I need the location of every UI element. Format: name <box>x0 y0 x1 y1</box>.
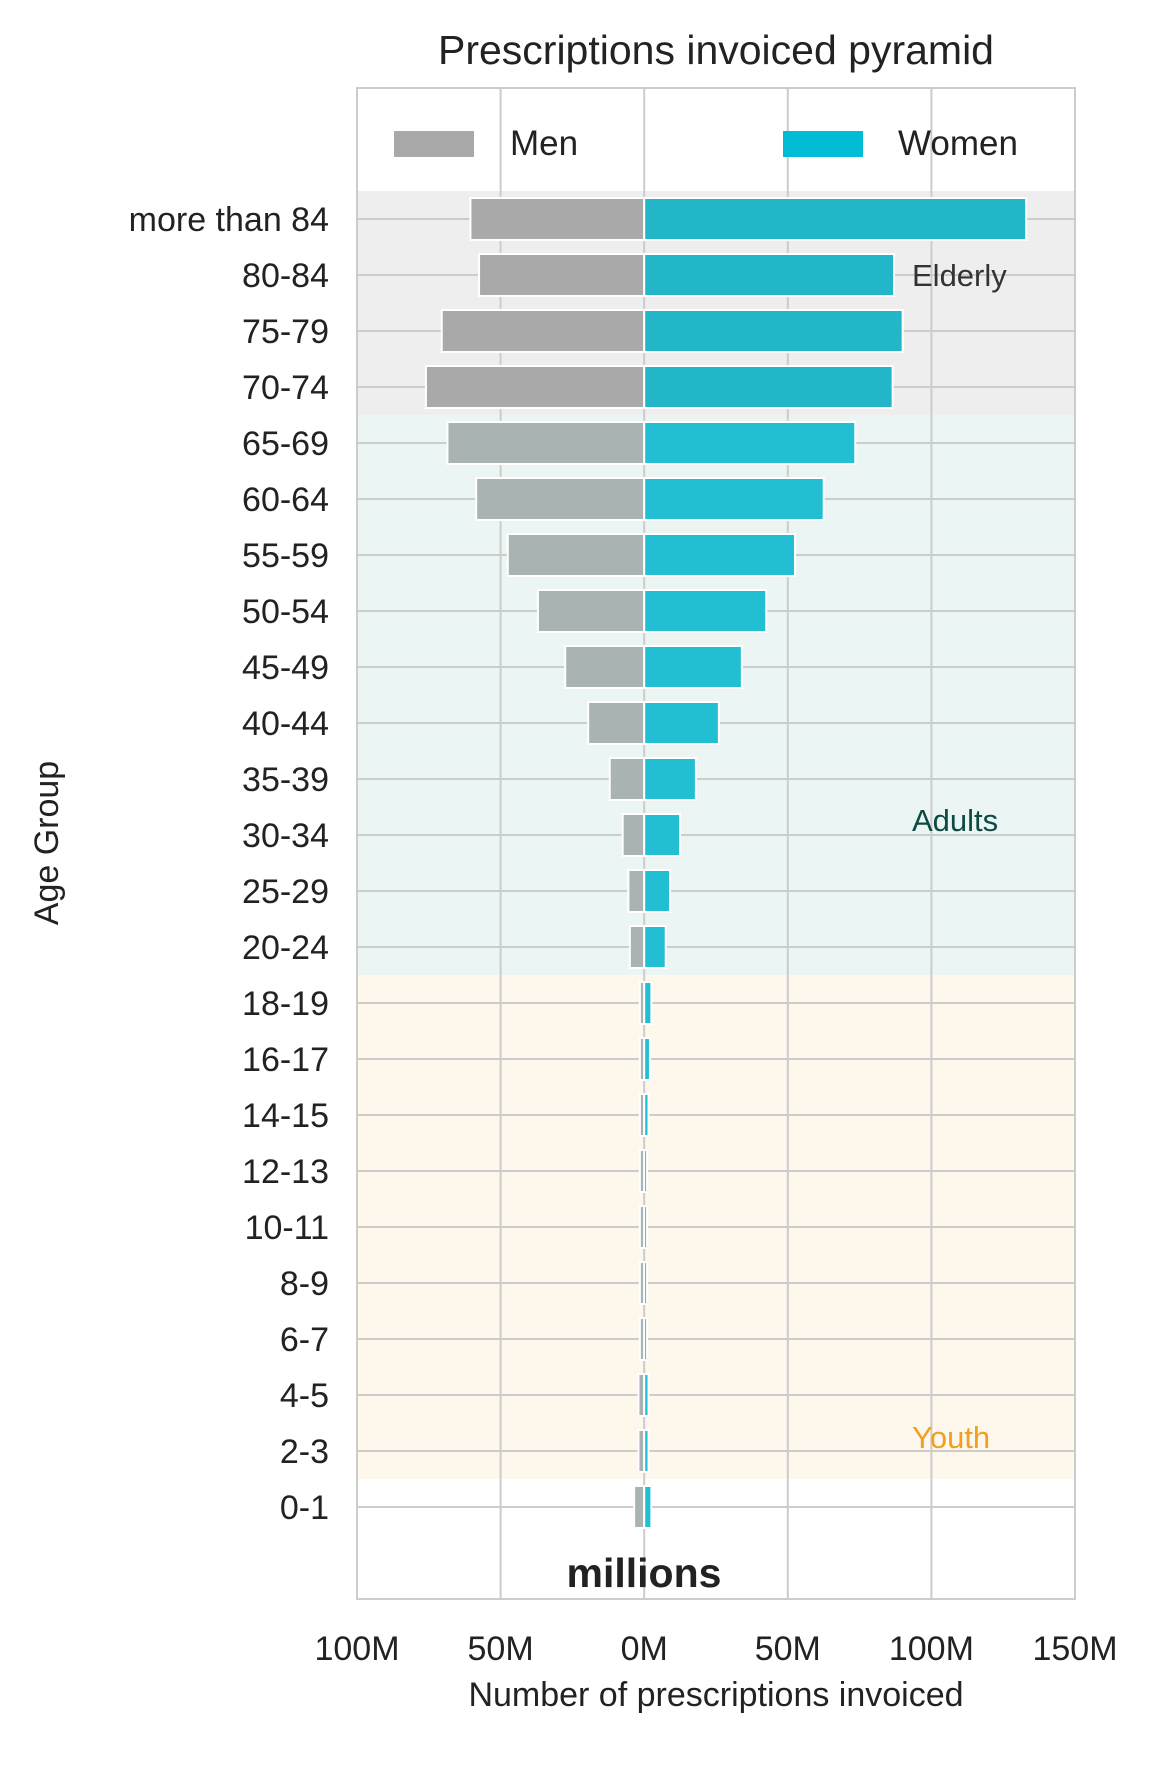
y-tick-label-16: 50-54 <box>242 593 329 631</box>
bar-women-17 <box>643 533 796 577</box>
bar-women-22 <box>643 253 896 297</box>
y-tick-label-21: 75-79 <box>242 313 329 351</box>
bar-women-4 <box>643 1261 649 1305</box>
bar-men-21 <box>440 309 646 353</box>
bar-women-20 <box>643 365 894 409</box>
bar-men-11 <box>627 869 646 913</box>
y-tick-label-17: 55-59 <box>242 537 329 575</box>
bar-men-17 <box>506 533 646 577</box>
legend-swatch-men <box>394 131 474 157</box>
bar-women-23 <box>643 197 1028 241</box>
bar-women-6 <box>643 1149 649 1193</box>
y-tick-label-10: 20-24 <box>242 929 329 967</box>
legend-swatch-women <box>783 131 863 157</box>
x-tick-label-1: 50M <box>468 1630 534 1668</box>
bar-women-9 <box>643 981 653 1025</box>
bar-men-20 <box>424 365 646 409</box>
legend-label-men: Men <box>510 124 578 163</box>
y-tick-label-5: 10-11 <box>245 1209 329 1247</box>
y-tick-label-23: more than 84 <box>129 201 329 239</box>
bar-women-10 <box>643 925 667 969</box>
y-tick-label-3: 6-7 <box>280 1321 329 1359</box>
bar-women-21 <box>643 309 904 353</box>
y-tick-labels: 0-1 2-3 4-5 6-7 8-9 10-11 12-13 14-15 16-17 18-19… <box>129 201 329 1527</box>
y-tick-label-8: 16-17 <box>242 1041 329 1079</box>
bars-layer <box>424 197 1028 1529</box>
plot-frame <box>356 87 1076 1600</box>
bar-men-10 <box>628 925 646 969</box>
x-tick-label-4: 100M <box>889 1630 974 1668</box>
bar-men-22 <box>478 253 646 297</box>
bar-women-16 <box>643 589 768 633</box>
y-tick-label-11: 25-29 <box>242 873 329 911</box>
bar-men-15 <box>564 645 646 689</box>
bar-women-19 <box>643 421 857 465</box>
y-tick-label-13: 35-39 <box>242 761 329 799</box>
bar-men-19 <box>446 421 646 465</box>
y-tick-label-9: 18-19 <box>242 985 329 1023</box>
x-tick-label-0: 100M <box>314 1630 399 1668</box>
bar-women-12 <box>643 813 682 857</box>
y-tick-label-1: 2-3 <box>280 1433 329 1471</box>
bar-men-23 <box>469 197 646 241</box>
y-tick-label-2: 4-5 <box>280 1377 329 1415</box>
bar-women-5 <box>643 1205 649 1249</box>
legend: Men Women <box>394 124 1018 163</box>
bar-women-13 <box>643 757 697 801</box>
y-tick-label-14: 40-44 <box>242 705 329 743</box>
unit-label: millions <box>567 1550 722 1596</box>
x-tick-label-3: 50M <box>755 1630 821 1668</box>
y-tick-label-0: 0-1 <box>280 1489 329 1527</box>
x-tick-label-5: 150M <box>1032 1630 1117 1668</box>
bar-women-18 <box>643 477 825 521</box>
bar-men-12 <box>621 813 646 857</box>
band-labels-layer: Elderly Adults Youth <box>912 258 1007 1455</box>
bar-women-11 <box>643 869 672 913</box>
bar-men-18 <box>475 477 646 521</box>
bar-women-1 <box>643 1429 650 1473</box>
chart-title: Prescriptions invoiced pyramid <box>438 27 994 73</box>
y-tick-label-20: 70-74 <box>242 369 329 407</box>
y-tick-label-12: 30-34 <box>242 817 329 855</box>
legend-label-women: Women <box>898 124 1018 163</box>
bar-women-2 <box>643 1373 650 1417</box>
y-tick-label-18: 60-64 <box>242 481 329 519</box>
bar-women-15 <box>643 645 743 689</box>
y-tick-label-15: 45-49 <box>242 649 329 687</box>
bar-men-16 <box>536 589 646 633</box>
y-tick-label-19: 65-69 <box>242 425 329 463</box>
bar-women-0 <box>643 1485 653 1529</box>
band-label-elderly: Elderly <box>912 258 1007 293</box>
bar-men-0 <box>633 1485 646 1529</box>
bar-women-7 <box>643 1093 650 1137</box>
band-label-adults: Adults <box>912 803 998 838</box>
y-tick-label-7: 14-15 <box>242 1097 329 1135</box>
y-tick-label-4: 8-9 <box>280 1265 329 1303</box>
bar-men-13 <box>608 757 646 801</box>
bar-women-3 <box>643 1317 649 1361</box>
x-axis-label: Number of prescriptions invoiced <box>468 1676 963 1714</box>
bar-men-14 <box>587 701 646 745</box>
y-tick-label-6: 12-13 <box>242 1153 329 1191</box>
x-tick-labels: 100M 50M 0M 50M 100M 150M <box>314 1630 1117 1668</box>
y-tick-label-22: 80-84 <box>242 257 329 295</box>
bar-women-14 <box>643 701 720 745</box>
band-label-youth: Youth <box>912 1420 990 1455</box>
y-axis-label: Age Group <box>28 761 66 925</box>
bar-women-8 <box>643 1037 651 1081</box>
x-tick-label-2: 0M <box>621 1630 668 1668</box>
